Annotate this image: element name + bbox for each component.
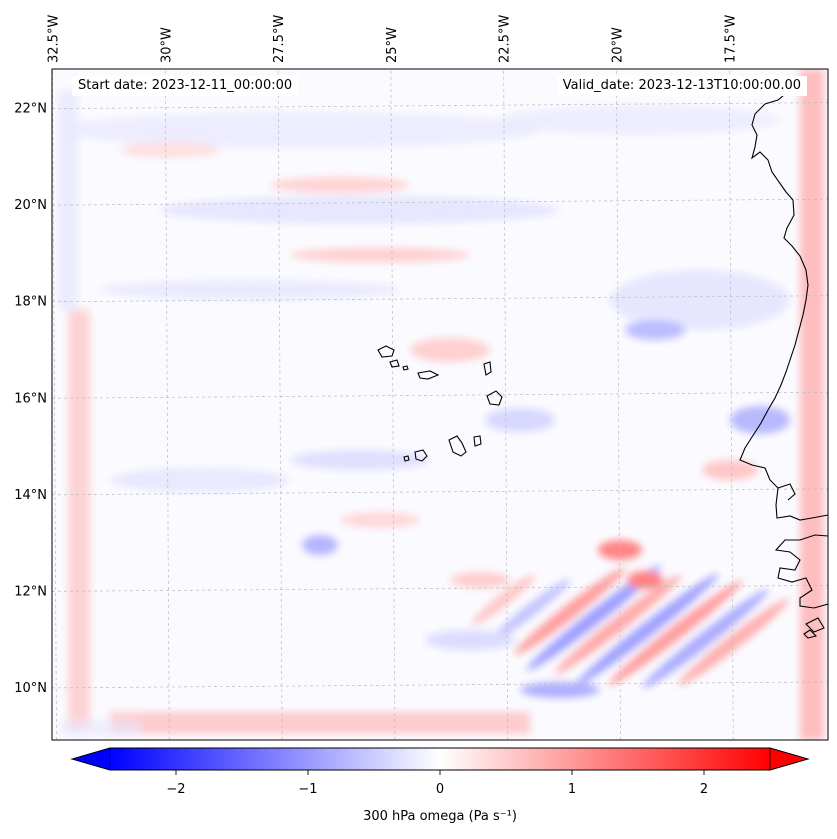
island-sal <box>483 361 492 376</box>
gridlines <box>52 69 828 740</box>
colorbar-tick-label: 2 <box>700 782 708 797</box>
map-background <box>52 69 828 740</box>
island-sao-vicente <box>389 359 400 368</box>
latitude-tick-label: 12°N <box>14 584 47 599</box>
island-sao-nicolau <box>417 370 440 380</box>
meridian-line <box>616 69 621 740</box>
cape-verde-islands <box>377 345 503 462</box>
map-frame <box>51 68 829 741</box>
island-santa-luzia <box>402 365 409 371</box>
colorbar-tick-label: −2 <box>166 782 185 797</box>
longitude-labels: 32.5°W 30°W 27.5°W 25°W 22.5°W 20°W 17.5°W <box>47 15 739 63</box>
valid-date-label: Valid_date: 2023-12-13T10:00:00.00 <box>556 76 807 96</box>
colorbar-extend-max <box>769 747 810 771</box>
colorbar-ticks: −2 −1 0 1 2 <box>166 770 708 797</box>
colorbar-tick-label: −1 <box>298 782 317 797</box>
meridian-line <box>164 69 170 740</box>
coastline <box>739 94 828 639</box>
coastal-inlet <box>777 483 796 501</box>
island-santiago <box>448 435 467 457</box>
african-coast <box>739 94 828 521</box>
meridian-line <box>503 69 509 740</box>
latitude-tick-label: 14°N <box>14 488 47 503</box>
meridian-line <box>390 69 396 740</box>
longitude-tick-label: 17.5°W <box>723 15 738 63</box>
longitude-tick-label: 30°W <box>159 27 174 63</box>
colorbar-tick-label: 0 <box>436 782 444 797</box>
latitude-tick-label: 16°N <box>14 391 47 406</box>
latitude-labels: 10°N 12°N 14°N 16°N 18°N 20°N 22°N <box>14 102 47 696</box>
latitude-tick-label: 18°N <box>14 295 47 310</box>
colorbar-extend-min <box>70 747 111 771</box>
colorbar-label: 300 hPa omega (Pa s⁻¹) <box>363 809 517 824</box>
meridian-line <box>277 69 283 740</box>
latitude-tick-label: 22°N <box>14 102 47 117</box>
map-panel <box>51 68 829 741</box>
colorbar-tick-label: 1 <box>568 782 576 797</box>
island-maio <box>473 435 482 447</box>
meridian-line <box>52 69 57 740</box>
longitude-tick-label: 32.5°W <box>47 15 62 63</box>
island-boa-vista <box>486 390 503 406</box>
omega-field <box>52 69 828 740</box>
colorbar-gradient <box>110 748 770 770</box>
longitude-tick-label: 25°W <box>385 27 400 63</box>
meridian-line <box>728 69 734 740</box>
colorbar: −2 −1 0 1 2 300 hPa omega (Pa s⁻¹) <box>70 747 810 824</box>
start-date-label: Start date: 2023-12-11_00:00:00 <box>72 76 299 96</box>
island-fogo <box>414 449 428 462</box>
longitude-tick-label: 22.5°W <box>498 15 513 63</box>
island-santo-antao <box>377 345 395 358</box>
latitude-tick-label: 20°N <box>14 198 47 213</box>
longitude-tick-label: 27.5°W <box>272 15 287 63</box>
longitude-tick-label: 20°W <box>610 27 625 63</box>
bissau-islands <box>803 617 825 639</box>
african-coast-south <box>774 534 828 609</box>
island-brava <box>403 455 410 462</box>
latitude-tick-label: 10°N <box>14 681 47 696</box>
colorbar-outline <box>70 747 810 771</box>
